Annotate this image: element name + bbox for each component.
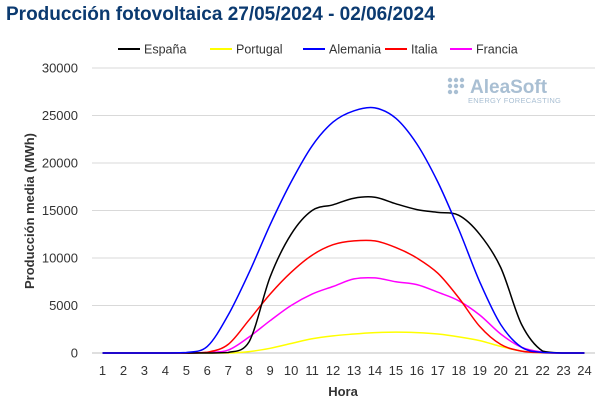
x-tick-label: 12	[326, 363, 340, 378]
x-axis-label: Hora	[328, 384, 358, 399]
legend: España Portugal Alemania Italia Francia	[118, 43, 518, 57]
logo-subtext: ENERGY FORECASTING	[468, 96, 561, 105]
legend-label: Italia	[411, 43, 437, 57]
x-tick-label: 4	[162, 363, 169, 378]
x-tick-label: 15	[389, 363, 403, 378]
x-tick-label: 11	[305, 363, 319, 378]
series-line-italia	[102, 239, 585, 354]
x-tick-label: 3	[141, 363, 148, 378]
x-tick-label: 1	[99, 363, 106, 378]
x-tick-label: 21	[514, 363, 528, 378]
series-line-españa	[102, 196, 585, 354]
legend-item: Francia	[450, 43, 518, 57]
series-line-alemania	[102, 106, 585, 354]
y-axis-label: Producción media (MWh)	[22, 133, 37, 289]
x-tick-label: 19	[472, 363, 486, 378]
legend-label: Francia	[476, 43, 518, 57]
x-tick-label: 8	[246, 363, 253, 378]
x-tick-label: 14	[368, 363, 382, 378]
logo-dot	[447, 83, 453, 89]
y-tick-label: 20000	[42, 156, 78, 171]
x-tick-label: 16	[410, 363, 424, 378]
legend-item: Italia	[385, 43, 437, 57]
y-tick-label: 0	[71, 346, 78, 361]
x-tick-labels: 1 2 3 4 5 6 7 8 9 10 11 12 13 14 15 16 17 18 19 20 21 22 23 24	[99, 363, 592, 378]
x-tick-label: 24	[577, 363, 591, 378]
y-tick-label: 15000	[42, 203, 78, 218]
legend-label: España	[144, 43, 186, 57]
y-tick-label: 10000	[42, 251, 78, 266]
logo-dot	[453, 89, 459, 95]
logo-text: AleaSoft	[470, 77, 548, 98]
series-lines	[102, 106, 585, 354]
logo-dot	[459, 77, 465, 83]
chart-title: Producción fotovoltaica 27/05/2024 - 02/…	[6, 4, 435, 25]
x-tick-label: 5	[183, 363, 190, 378]
legend-item: Alemania	[303, 43, 381, 57]
x-tick-label: 6	[204, 363, 211, 378]
grid-lines	[92, 67, 595, 354]
legend-label: Portugal	[236, 43, 283, 57]
logo-dot	[459, 83, 465, 89]
logo-dot	[447, 77, 453, 83]
x-tick-label: 9	[267, 363, 274, 378]
x-tick-label: 23	[556, 363, 570, 378]
x-tick-label: 10	[284, 363, 298, 378]
series-line-francia	[102, 276, 585, 354]
x-tick-label: 20	[493, 363, 507, 378]
y-tick-label: 30000	[42, 61, 78, 76]
aleasoft-logo: AleaSoft ENERGY FORECASTING	[447, 77, 561, 105]
x-tick-label: 7	[225, 363, 232, 378]
x-tick-label: 18	[452, 363, 466, 378]
x-tick-label: 22	[535, 363, 549, 378]
logo-dot	[453, 83, 459, 89]
x-tick-label: 17	[431, 363, 445, 378]
legend-label: Alemania	[329, 43, 381, 57]
y-tick-labels: 0 5000 10000 15000 20000 25000 30000	[42, 61, 78, 361]
y-tick-label: 5000	[49, 298, 78, 313]
y-tick-label: 25000	[42, 108, 78, 123]
x-tick-label: 2	[120, 363, 127, 378]
legend-item: Portugal	[210, 43, 283, 57]
logo-dot	[453, 77, 459, 83]
x-tick-label: 13	[347, 363, 361, 378]
legend-item: España	[118, 43, 186, 57]
logo-dot	[447, 89, 453, 95]
